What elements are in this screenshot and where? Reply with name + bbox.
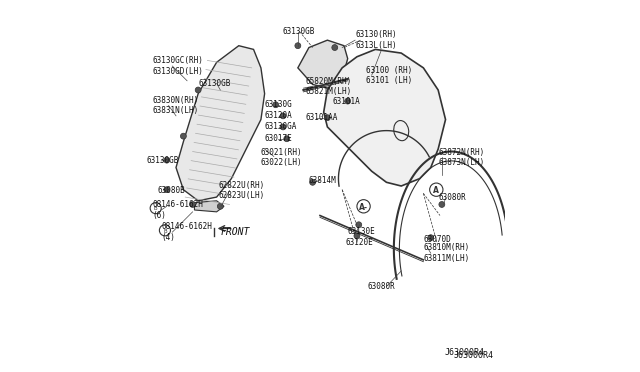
Text: 63101A: 63101A bbox=[333, 97, 361, 106]
Circle shape bbox=[164, 187, 170, 193]
Circle shape bbox=[273, 102, 278, 108]
Text: 63017E: 63017E bbox=[264, 134, 292, 143]
Circle shape bbox=[345, 98, 351, 104]
Circle shape bbox=[164, 157, 170, 163]
Text: 08146-6162H
(4): 08146-6162H (4) bbox=[161, 222, 212, 242]
Circle shape bbox=[280, 124, 286, 130]
Text: 63080R: 63080R bbox=[438, 193, 466, 202]
Text: 63130GB: 63130GB bbox=[147, 156, 179, 166]
Circle shape bbox=[180, 133, 186, 139]
Text: J63000R4: J63000R4 bbox=[444, 348, 484, 357]
Text: 63830N(RH)
63831N(LH): 63830N(RH) 63831N(LH) bbox=[152, 96, 198, 115]
PathPatch shape bbox=[298, 40, 348, 88]
Text: A-: A- bbox=[359, 202, 368, 212]
Circle shape bbox=[150, 203, 161, 214]
PathPatch shape bbox=[176, 46, 264, 201]
Text: 08146-6162H
(6): 08146-6162H (6) bbox=[152, 200, 203, 220]
Text: 63130G: 63130G bbox=[264, 100, 292, 109]
Text: 63130(RH)
6313L(LH): 63130(RH) 6313L(LH) bbox=[355, 31, 397, 50]
Text: 63872N(RH)
63873N(LH): 63872N(RH) 63873N(LH) bbox=[438, 148, 484, 167]
PathPatch shape bbox=[324, 49, 445, 186]
Circle shape bbox=[354, 233, 360, 239]
Text: 63070D: 63070D bbox=[424, 235, 451, 244]
Text: 63120A: 63120A bbox=[264, 111, 292, 121]
Text: 63814M: 63814M bbox=[309, 176, 337, 185]
Text: A: A bbox=[433, 186, 439, 195]
Circle shape bbox=[429, 183, 443, 196]
Circle shape bbox=[324, 115, 330, 121]
Text: 62822U(RH)
62823U(LH): 62822U(RH) 62823U(LH) bbox=[218, 181, 265, 200]
Circle shape bbox=[284, 136, 290, 142]
Ellipse shape bbox=[394, 121, 409, 141]
Text: 63021(RH)
63022(LH): 63021(RH) 63022(LH) bbox=[261, 148, 303, 167]
Circle shape bbox=[159, 225, 170, 236]
Text: B: B bbox=[163, 228, 167, 234]
Circle shape bbox=[280, 113, 286, 119]
Circle shape bbox=[439, 202, 445, 208]
Text: 63810M(RH)
63811M(LH): 63810M(RH) 63811M(LH) bbox=[424, 244, 470, 263]
Text: 63130GA: 63130GA bbox=[264, 122, 297, 131]
Text: 63080R: 63080R bbox=[368, 282, 396, 291]
Circle shape bbox=[310, 179, 316, 185]
Text: 63080B: 63080B bbox=[157, 186, 186, 195]
Circle shape bbox=[195, 87, 201, 93]
Text: 63130GC(RH)
63130GD(LH): 63130GC(RH) 63130GD(LH) bbox=[152, 56, 203, 76]
Text: 63101AA: 63101AA bbox=[305, 113, 338, 122]
Text: 63130GB: 63130GB bbox=[282, 27, 315, 36]
Circle shape bbox=[357, 200, 370, 213]
PathPatch shape bbox=[195, 201, 224, 212]
Circle shape bbox=[356, 222, 362, 228]
Circle shape bbox=[332, 45, 338, 51]
Circle shape bbox=[295, 43, 301, 49]
Text: 63120E: 63120E bbox=[346, 238, 374, 247]
Text: 65820M(RH)
65821M(LH): 65820M(RH) 65821M(LH) bbox=[305, 77, 351, 96]
Circle shape bbox=[189, 202, 196, 208]
Text: FRONT: FRONT bbox=[220, 227, 250, 237]
Circle shape bbox=[428, 235, 434, 241]
Circle shape bbox=[218, 203, 223, 209]
Text: J63000R4: J63000R4 bbox=[454, 350, 493, 359]
Text: 63130GB: 63130GB bbox=[198, 79, 230, 88]
Text: B: B bbox=[154, 206, 157, 211]
Text: 63100 (RH)
63101 (LH): 63100 (RH) 63101 (LH) bbox=[366, 65, 412, 85]
Text: 63130E: 63130E bbox=[348, 227, 376, 235]
